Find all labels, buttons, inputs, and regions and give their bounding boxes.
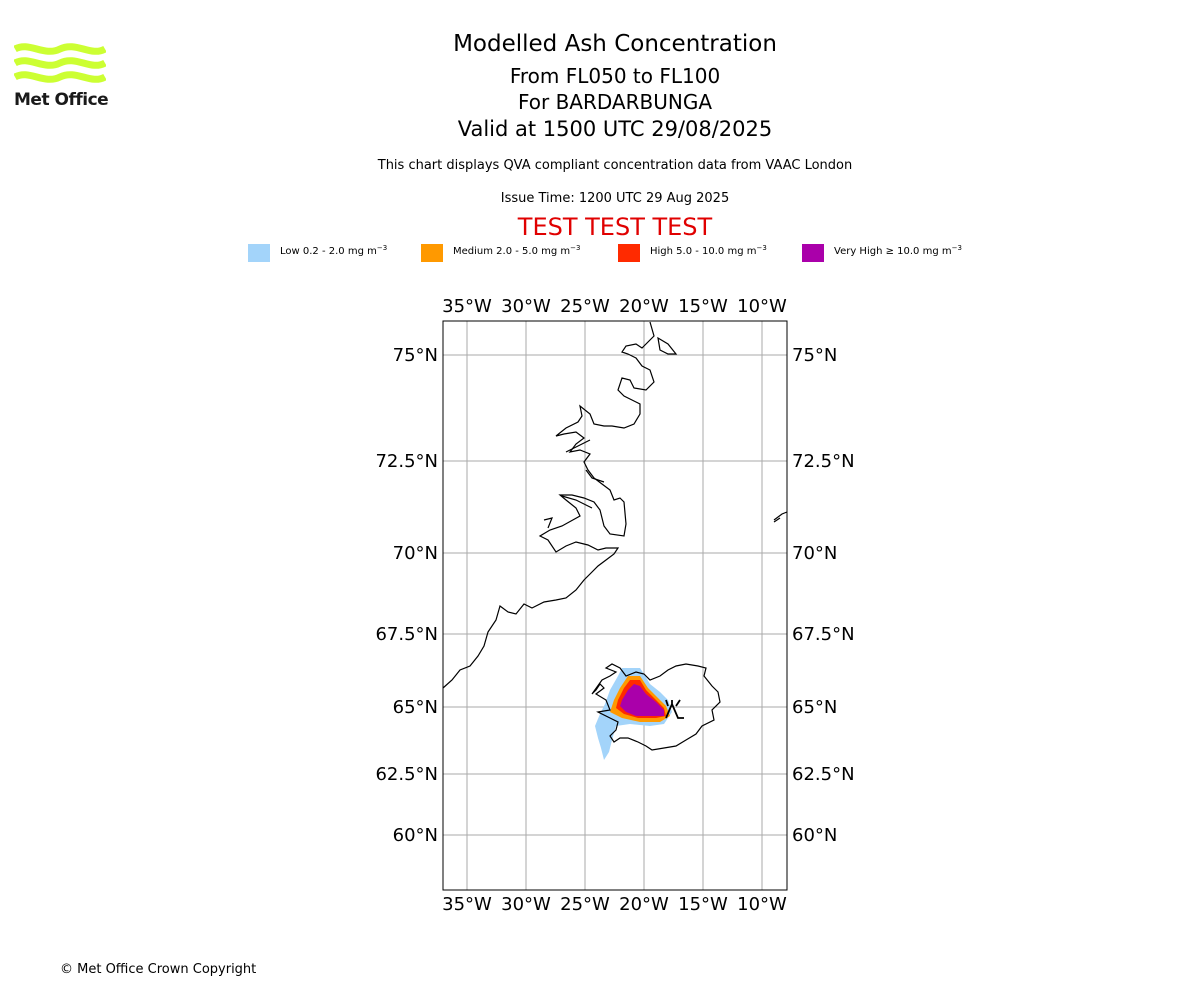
lon-label: 25°W — [560, 894, 610, 915]
lat-label: 67.5°N — [792, 624, 855, 645]
lon-label: 35°W — [442, 894, 492, 915]
lat-label: 60°N — [393, 825, 438, 846]
lon-label: 30°W — [501, 894, 551, 915]
met-office-logo-icon — [14, 43, 106, 83]
valid-time: Valid at 1500 UTC 29/08/2025 — [457, 117, 773, 141]
legend-swatch-medium — [421, 244, 443, 262]
legend-unit-exponent: −3 — [756, 244, 767, 252]
top-lon-labels: 35°W 30°W 25°W 20°W 15°W 10°W — [442, 296, 787, 317]
legend-swatch-low — [248, 244, 270, 262]
left-lat-labels: 75°N 72.5°N 70°N 67.5°N 65°N 62.5°N 60°N — [375, 345, 438, 846]
map-gridlines — [443, 321, 787, 890]
bottom-lon-labels: 35°W 30°W 25°W 20°W 15°W 10°W — [442, 894, 787, 915]
svalbard-jan-mayen-coastline — [773, 511, 788, 523]
logo-waves — [14, 43, 106, 83]
lat-label: 60°N — [792, 825, 837, 846]
lon-label: 25°W — [560, 296, 610, 317]
ash-area-very-high — [620, 684, 664, 716]
lon-label: 30°W — [501, 296, 551, 317]
logo-wordmark: Met Office — [14, 90, 109, 110]
lat-label: 62.5°N — [375, 764, 438, 785]
lat-label: 70°N — [393, 543, 438, 564]
ash-plume — [595, 668, 672, 760]
lat-label: 70°N — [792, 543, 837, 564]
lon-label: 10°W — [737, 894, 787, 915]
issue-time: Issue Time: 1200 UTC 29 Aug 2025 — [500, 191, 730, 206]
lat-label: 65°N — [792, 697, 837, 718]
right-lat-labels: 75°N 72.5°N 70°N 67.5°N 65°N 62.5°N 60°N — [792, 345, 855, 846]
coastlines — [442, 321, 788, 751]
greenland-coastline-detail — [543, 336, 678, 529]
lon-label: 15°W — [678, 894, 728, 915]
volcano-marker-icon — [665, 699, 684, 719]
legend-label-medium: Medium 2.0 - 5.0 mg m — [453, 246, 571, 257]
map-frame — [442, 320, 788, 891]
qva-note: This chart displays QVA compliant concen… — [377, 158, 853, 173]
flight-level-range: From FL050 to FL100 — [509, 64, 721, 88]
lon-label: 15°W — [678, 296, 728, 317]
legend-label-low: Low 0.2 - 2.0 mg m — [280, 246, 377, 257]
lon-label: 35°W — [442, 296, 492, 317]
legend-unit-exponent: −3 — [951, 244, 962, 252]
lat-label: 75°N — [393, 345, 438, 366]
lon-label: 20°W — [619, 894, 669, 915]
legend-swatch-high — [618, 244, 640, 262]
lat-label: 72.5°N — [792, 451, 855, 472]
iceland-coastline — [591, 663, 721, 751]
lon-label: 10°W — [737, 296, 787, 317]
chart-title: Modelled Ash Concentration — [453, 31, 777, 57]
lat-label: 72.5°N — [375, 451, 438, 472]
lon-label: 20°W — [619, 296, 669, 317]
lat-label: 75°N — [792, 345, 837, 366]
lat-label: 65°N — [393, 697, 438, 718]
greenland-coastline — [442, 321, 655, 689]
legend-swatch-very-high — [802, 244, 824, 262]
map-axis-labels: 35°W 30°W 25°W 20°W 15°W 10°W 35°W 30°W … — [375, 296, 854, 915]
lat-label: 62.5°N — [792, 764, 855, 785]
lat-label: 67.5°N — [375, 624, 438, 645]
test-banner: TEST TEST TEST — [517, 213, 713, 241]
legend-label-very-high: Very High ≥ 10.0 mg m — [834, 246, 952, 257]
legend-unit-exponent: −3 — [570, 244, 581, 252]
legend-label-high: High 5.0 - 10.0 mg m — [650, 246, 757, 257]
volcano-name: For BARDARBUNGA — [517, 90, 713, 114]
copyright-notice: © Met Office Crown Copyright — [60, 962, 257, 977]
legend-unit-exponent: −3 — [376, 244, 388, 252]
